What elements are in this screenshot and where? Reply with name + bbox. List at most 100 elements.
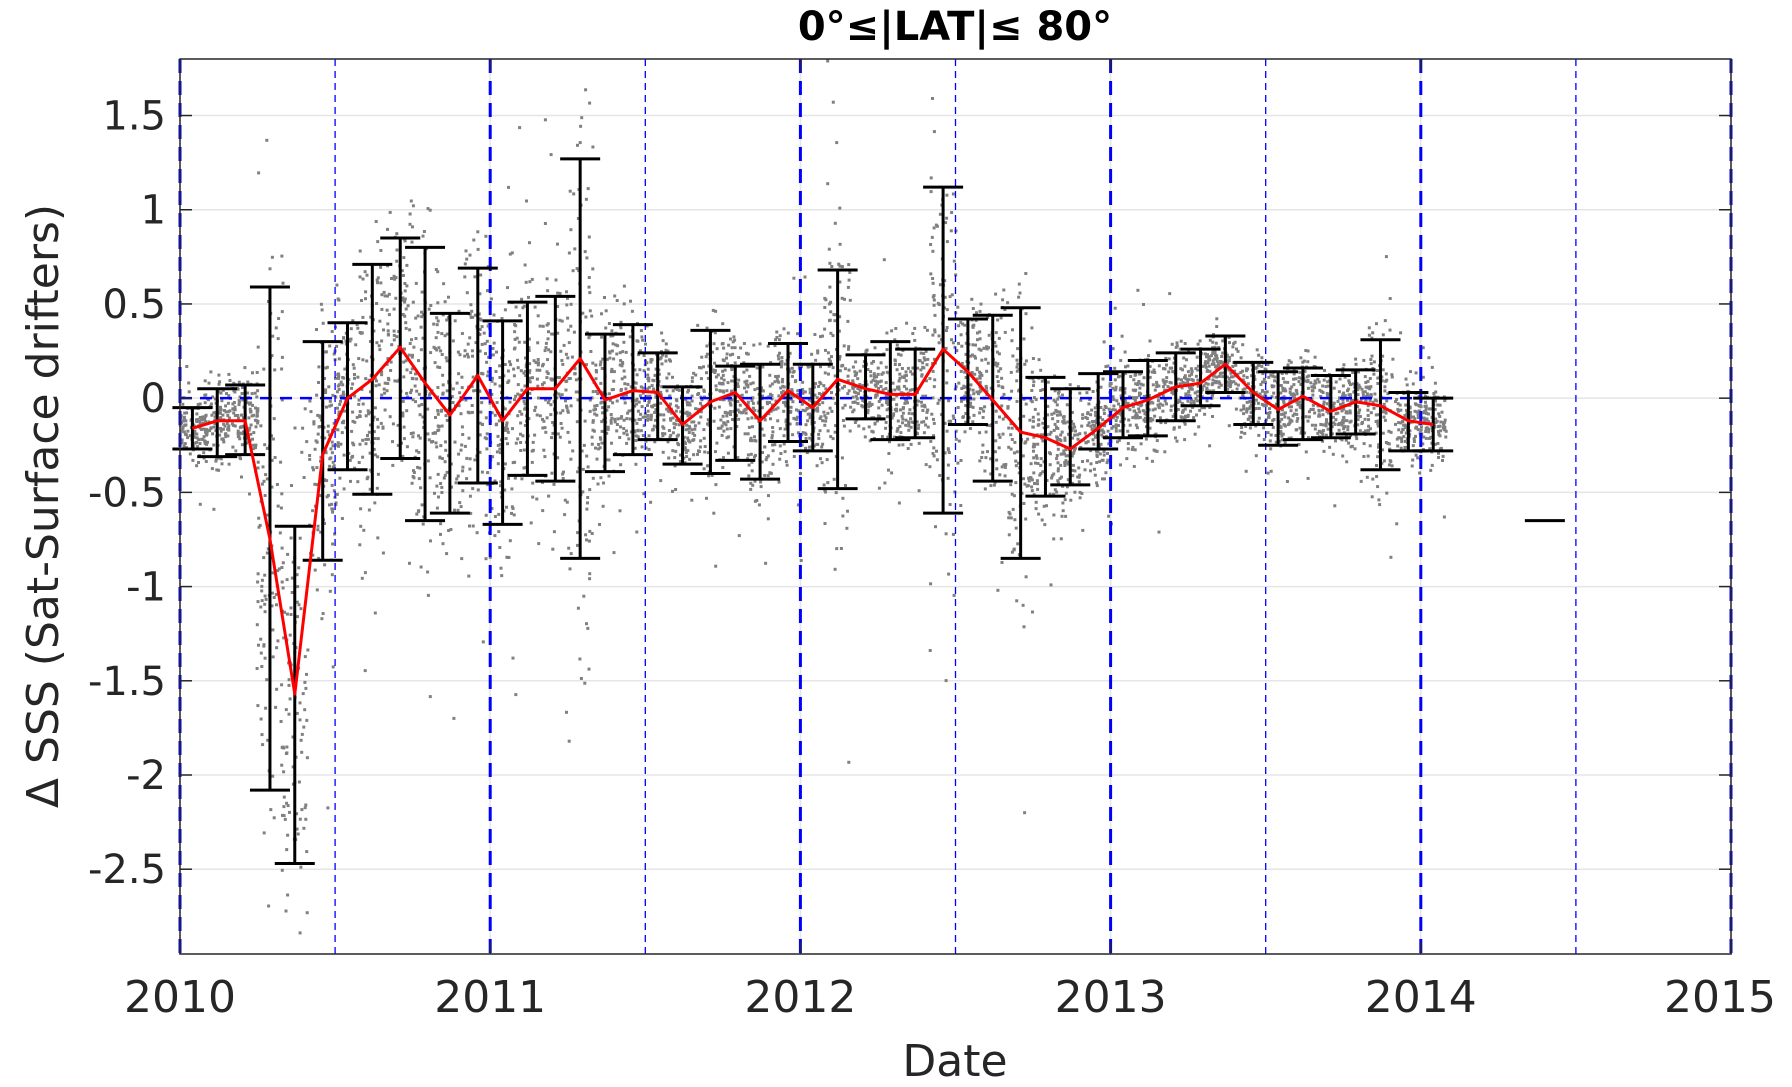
scatter-point <box>1094 410 1097 414</box>
scatter-point <box>435 323 439 327</box>
scatter-point <box>232 411 236 415</box>
scatter-point <box>1291 414 1295 418</box>
scatter-point <box>690 399 694 403</box>
scatter-point <box>325 479 329 483</box>
scatter-point <box>1324 424 1328 428</box>
scatter-point <box>955 349 959 353</box>
scatter-point <box>1093 426 1097 430</box>
scatter-point <box>963 430 967 434</box>
scatter-point <box>585 538 588 542</box>
scatter-point <box>805 451 809 455</box>
scatter-point <box>466 355 470 359</box>
scatter-point <box>779 386 783 390</box>
scatter-point <box>815 396 819 400</box>
scatter-point <box>715 441 719 445</box>
scatter-point <box>838 280 842 284</box>
scatter-point <box>288 633 292 637</box>
scatter-point <box>475 531 479 535</box>
scatter-point <box>1052 513 1056 517</box>
scatter-point <box>1242 407 1246 411</box>
scatter-point <box>223 424 227 428</box>
scatter-point <box>1357 370 1360 374</box>
scatter-point <box>851 395 855 399</box>
scatter-point <box>1236 372 1240 376</box>
scatter-point <box>981 443 985 447</box>
scatter-point <box>591 145 595 149</box>
scatter-point <box>344 339 348 343</box>
scatter-point <box>1099 406 1103 409</box>
scatter-point <box>964 391 968 395</box>
scatter-point <box>675 434 679 438</box>
scatter-point <box>303 806 307 810</box>
scatter-point <box>260 578 264 582</box>
scatter-point <box>576 543 579 547</box>
scatter-point <box>420 315 424 319</box>
scatter-point <box>831 334 835 338</box>
scatter-point <box>1059 439 1063 443</box>
scatter-point <box>702 365 705 369</box>
scatter-point <box>1257 407 1261 410</box>
scatter-point <box>928 465 932 469</box>
scatter-point <box>1059 452 1063 456</box>
scatter-point <box>1022 625 1026 629</box>
scatter-point <box>331 444 335 448</box>
scatter-point <box>779 365 783 369</box>
scatter-point <box>1078 490 1082 494</box>
scatter-point <box>546 372 550 375</box>
scatter-point <box>866 368 870 371</box>
scatter-point <box>386 382 390 385</box>
scatter-point <box>925 363 929 367</box>
scatter-point <box>820 445 824 449</box>
scatter-point <box>1076 433 1080 437</box>
scatter-point <box>435 348 439 352</box>
scatter-point <box>1217 385 1221 389</box>
scatter-point <box>324 350 328 354</box>
scatter-point <box>998 435 1002 439</box>
scatter-point <box>1126 429 1130 433</box>
scatter-point <box>478 421 482 425</box>
scatter-point <box>523 424 527 427</box>
scatter-point <box>265 138 269 142</box>
scatter-point <box>227 416 231 420</box>
scatter-point <box>887 468 890 472</box>
scatter-point <box>1066 454 1070 458</box>
scatter-point <box>1321 432 1325 436</box>
scatter-point <box>726 420 730 424</box>
scatter-point <box>214 459 218 463</box>
scatter-point <box>615 352 619 356</box>
scatter-point <box>736 400 740 403</box>
scatter-point <box>1188 385 1191 389</box>
scatter-point <box>351 441 355 445</box>
scatter-point <box>565 500 569 504</box>
scatter-point <box>828 406 832 410</box>
scatter-point <box>308 454 312 457</box>
scatter-point <box>376 417 379 421</box>
scatter-point <box>1116 440 1119 444</box>
scatter-point <box>1081 413 1085 417</box>
scatter-point <box>612 370 616 374</box>
scatter-point <box>962 384 966 388</box>
scatter-point <box>841 386 845 390</box>
scatter-point <box>437 425 441 429</box>
scatter-point <box>183 418 187 422</box>
scatter-point <box>233 424 237 428</box>
scatter-point <box>1053 389 1057 393</box>
scatter-point <box>1206 382 1210 386</box>
scatter-point <box>792 416 796 420</box>
scatter-point <box>898 376 902 380</box>
scatter-point <box>337 357 341 361</box>
scatter-point <box>593 404 597 408</box>
scatter-point <box>414 337 418 340</box>
scatter-point <box>573 367 577 371</box>
scatter-point <box>457 372 461 376</box>
scatter-point <box>1184 392 1188 396</box>
scatter-point <box>916 432 919 436</box>
scatter-point <box>361 277 365 281</box>
scatter-point <box>400 458 404 462</box>
scatter-point <box>488 401 492 405</box>
scatter-point <box>671 449 675 453</box>
scatter-point <box>663 432 667 436</box>
scatter-point <box>1059 537 1063 541</box>
scatter-point <box>926 408 930 412</box>
scatter-point <box>778 351 781 355</box>
